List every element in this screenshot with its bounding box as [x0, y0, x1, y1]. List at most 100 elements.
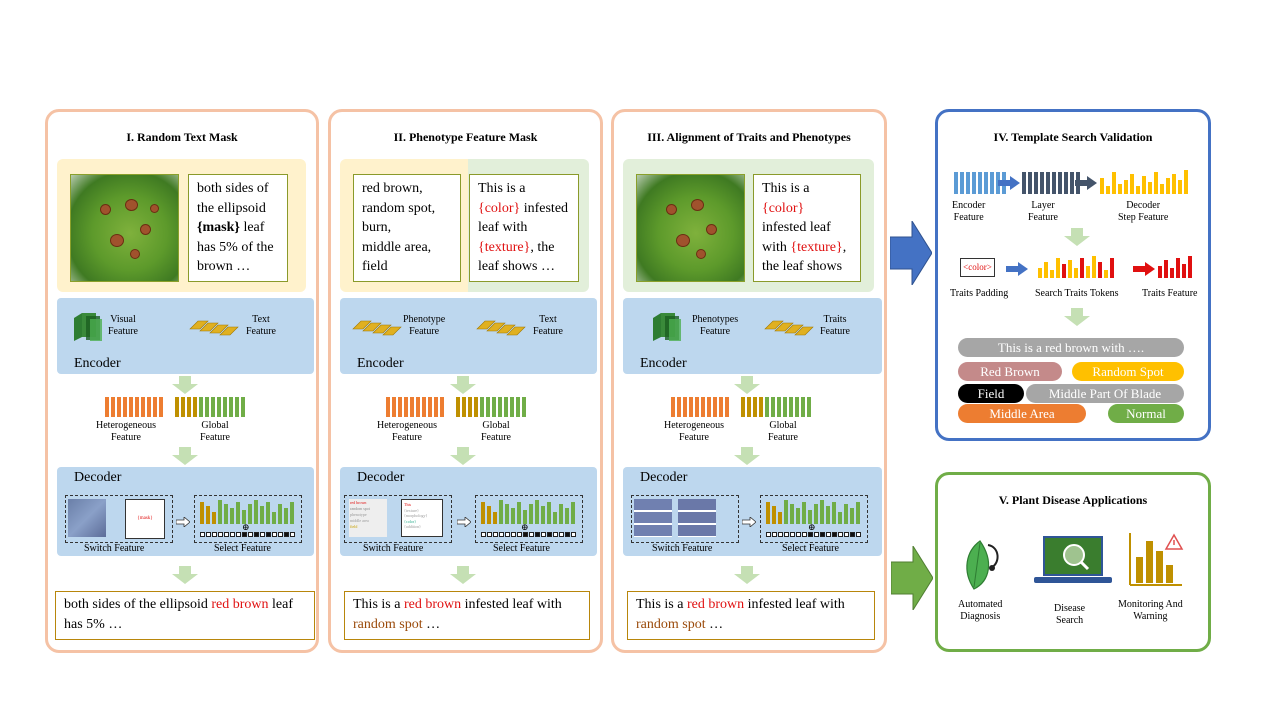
phenotype-list-box: red brown, random spot, burn, middle are… [353, 174, 461, 282]
feature-bar [759, 397, 763, 417]
select-cell [487, 532, 492, 537]
visual-feature-label: Visual Feature [108, 314, 138, 337]
template-text-box: This is a {color} infested leaf with {te… [469, 174, 579, 282]
feature-bar [392, 397, 396, 417]
select-feature-box [475, 495, 583, 543]
feature-bar [153, 397, 157, 417]
feature-bar [493, 512, 497, 524]
down-arrow-icon [450, 376, 476, 399]
right-arrow-icon [1006, 262, 1028, 281]
feature-bar [1164, 260, 1168, 278]
down-arrow-icon [450, 447, 476, 470]
mini-item: {color} [404, 518, 417, 524]
trait-pill-random-spot: Random Spot [1072, 362, 1184, 381]
out-brown-text: random spot [636, 617, 706, 632]
panel-title: II. Phenotype Feature Mask [393, 130, 538, 144]
feature-bar [468, 397, 472, 417]
plus-icon: ⊕ [808, 522, 816, 532]
mini-template-box: This {texture} {morphology} {color} {add… [401, 499, 443, 537]
out-text: This is a [636, 597, 687, 612]
heterogeneous-feature-label: Heterogeneous Feature [377, 420, 437, 443]
select-cell [236, 532, 241, 537]
heterogeneous-feature-label: Heterogeneous Feature [664, 420, 724, 443]
feature-bar [1172, 174, 1176, 194]
feature-bar [553, 512, 557, 524]
feature-bar [505, 504, 509, 524]
global-feature-bars [456, 395, 526, 417]
panel-template-search: IV. Template Search Validation Encoder F… [935, 109, 1211, 441]
select-cell [559, 532, 564, 537]
feature-bar [456, 397, 460, 417]
right-arrow-icon [1133, 262, 1155, 281]
select-cell [547, 532, 552, 537]
switch-image [68, 499, 106, 537]
feature-bar [410, 397, 414, 417]
global-feature-bars [741, 395, 811, 417]
phenotypes-feature-cube-icon [651, 310, 683, 347]
select-cell [766, 532, 771, 537]
feature-bar [954, 172, 958, 194]
down-arrow-icon [450, 566, 476, 589]
feature-bar [741, 397, 745, 417]
texture-slot: {texture} [478, 239, 531, 255]
feature-bar [1028, 172, 1032, 194]
select-cell [850, 532, 855, 537]
down-arrow-icon [734, 376, 760, 399]
feature-bar [1100, 178, 1104, 194]
select-cell [242, 532, 247, 537]
mini-item: {texture} [404, 507, 419, 513]
select-cell [200, 532, 205, 537]
global-feature-label: Global Feature [481, 420, 511, 443]
feature-bar [807, 397, 811, 417]
heterogeneous-feature-bars [386, 395, 444, 417]
feature-bar [547, 502, 551, 524]
feature-bar [205, 397, 209, 417]
switch-feature-box [65, 495, 173, 543]
select-cell [790, 532, 795, 537]
select-cell [529, 532, 534, 537]
feature-bar [671, 397, 675, 417]
mask-token: {mask} [197, 220, 240, 235]
feature-bar [290, 502, 294, 524]
select-bars [766, 498, 860, 524]
feature-bar [404, 397, 408, 417]
switch-image-stack [634, 499, 672, 537]
text-part: , the leaf shows … [478, 239, 555, 275]
heterogeneous-feature-bars [105, 395, 163, 417]
text-feature-slab-icon [475, 315, 527, 342]
feature-bar [517, 502, 521, 524]
feature-bar [135, 397, 139, 417]
right-arrow-icon [175, 514, 191, 532]
feature-bar [1154, 172, 1158, 194]
select-cells [481, 532, 576, 537]
switch-feature-box [631, 495, 739, 543]
plus-icon: ⊕ [242, 522, 250, 532]
feature-bar [498, 397, 502, 417]
feature-bar [1104, 270, 1108, 278]
feature-bar [141, 397, 145, 417]
global-feature-bars [175, 395, 245, 417]
out-text: both sides of the ellipsoid [64, 597, 212, 612]
monitoring-warning-label: Monitoring And Warning [1118, 599, 1183, 622]
select-cell [523, 532, 528, 537]
trait-pill-middle-area: Middle Area [958, 404, 1086, 423]
select-cell [230, 532, 235, 537]
select-cell [248, 532, 253, 537]
feature-bar [1182, 264, 1186, 278]
feature-bar [474, 397, 478, 417]
feature-bar [559, 504, 563, 524]
output-text-box: both sides of the ellipsoid red brown le… [55, 591, 315, 640]
down-arrow-icon [1064, 228, 1090, 251]
feature-bar [683, 397, 687, 417]
decoder-label: Decoder [74, 470, 122, 485]
select-cells [200, 532, 295, 537]
text-feature-slab-icon [188, 315, 239, 336]
mini-item: random spot [350, 506, 370, 511]
trait-pill-middle-part: Middle Part Of Blade [1026, 384, 1184, 403]
traits-feature-label: Traits Feature [1142, 288, 1198, 299]
mini-phenotype-list: red brown random spot phenotype middle a… [349, 499, 387, 537]
search-traits-label: Search Traits Tokens [1035, 288, 1119, 299]
encoder-area [340, 298, 597, 374]
feature-bar [1068, 260, 1072, 278]
feature-bar [802, 502, 806, 524]
